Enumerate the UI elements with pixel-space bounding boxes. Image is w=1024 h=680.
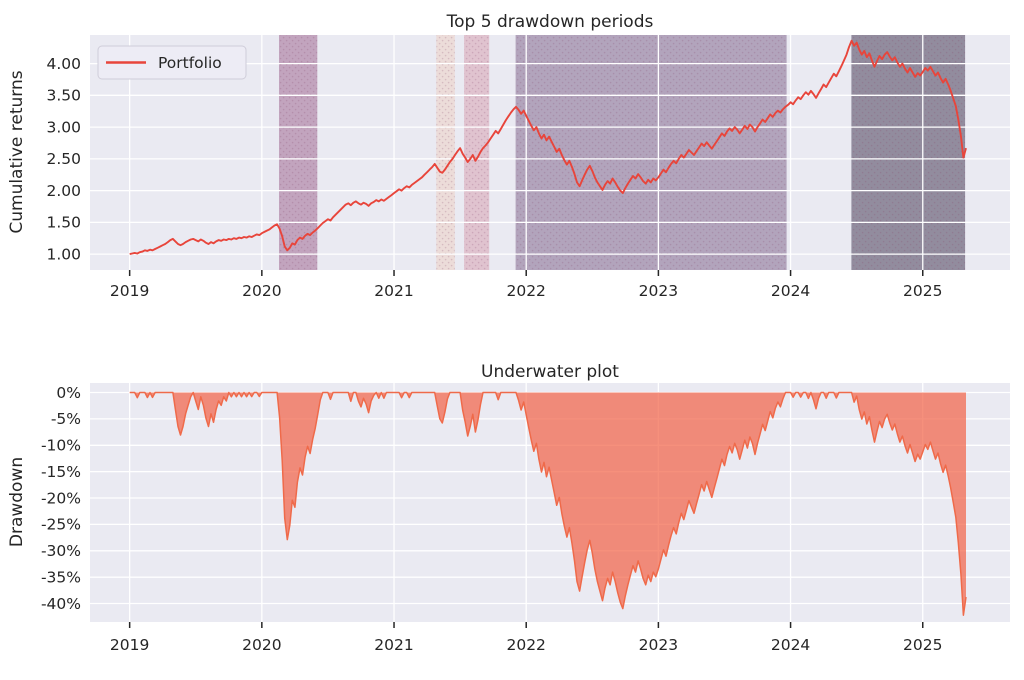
legend: Portfolio <box>97 45 247 80</box>
y-tick-label: -30% <box>41 542 81 560</box>
underwater-area <box>129 391 967 616</box>
x-tick-label: 2020 <box>242 636 281 654</box>
x-tick-label: 2022 <box>506 282 545 300</box>
x-tick-label: 2023 <box>639 282 678 300</box>
top-gridlines <box>90 35 1010 270</box>
y-tick-label: 3.50 <box>46 87 81 105</box>
x-tick-label: 2023 <box>639 636 678 654</box>
y-tick-label: 2.00 <box>46 182 81 200</box>
legend-label: Portfolio <box>158 54 222 72</box>
top-y-axis-label: Cumulative returns <box>7 70 27 233</box>
top-tick-marks <box>128 270 924 276</box>
x-tick-label: 2021 <box>374 636 413 654</box>
bottom-tick-marks <box>128 622 924 628</box>
bottom-y-axis-label: Drawdown <box>7 457 27 547</box>
drawdown-region-hatch <box>464 35 490 270</box>
y-tick-label: -35% <box>41 568 81 586</box>
y-tick-label: 1.50 <box>46 214 81 232</box>
y-tick-label: 1.00 <box>46 245 81 263</box>
drawdown-region-hatch <box>851 35 966 270</box>
y-tick-label: -40% <box>41 595 81 613</box>
x-tick-label: 2024 <box>771 636 810 654</box>
drawdown-region-hatch <box>279 35 318 270</box>
x-tick-label: 2024 <box>771 282 810 300</box>
x-tick-label: 2019 <box>110 636 149 654</box>
x-tick-label: 2019 <box>110 282 149 300</box>
x-tick-label: 2020 <box>242 282 281 300</box>
y-tick-label: -25% <box>41 516 81 534</box>
y-tick-label: -20% <box>41 489 81 507</box>
bottom-tick-labels: 2019 2020 2021 2022 2023 2024 2025 0% -5% -10% -15… <box>41 384 943 654</box>
x-tick-label: 2025 <box>903 282 942 300</box>
y-tick-label: -15% <box>41 463 81 481</box>
y-tick-label: 0% <box>56 384 81 402</box>
x-tick-label: 2025 <box>903 636 942 654</box>
underwater-edge-line <box>129 391 967 616</box>
portfolio-line-path <box>129 39 967 256</box>
drawdown-region-hatch <box>436 35 455 270</box>
top-chart-title: Top 5 drawdown periods <box>446 12 654 32</box>
y-tick-label: -10% <box>41 437 81 455</box>
bottom-chart-title: Underwater plot <box>481 362 619 382</box>
underwater-fill <box>129 392 966 616</box>
y-tick-label: 3.00 <box>46 118 81 136</box>
y-tick-label: -5% <box>51 410 81 428</box>
legend-box <box>97 45 247 80</box>
x-tick-label: 2021 <box>374 282 413 300</box>
y-tick-label: 2.50 <box>46 150 81 168</box>
portfolio-line <box>129 39 967 256</box>
x-tick-label: 2022 <box>506 636 545 654</box>
y-tick-label: 4.00 <box>46 55 81 73</box>
top-tick-labels: 2019 2020 2021 2022 2023 2024 2025 1.00 1.50 2.00… <box>46 55 942 300</box>
